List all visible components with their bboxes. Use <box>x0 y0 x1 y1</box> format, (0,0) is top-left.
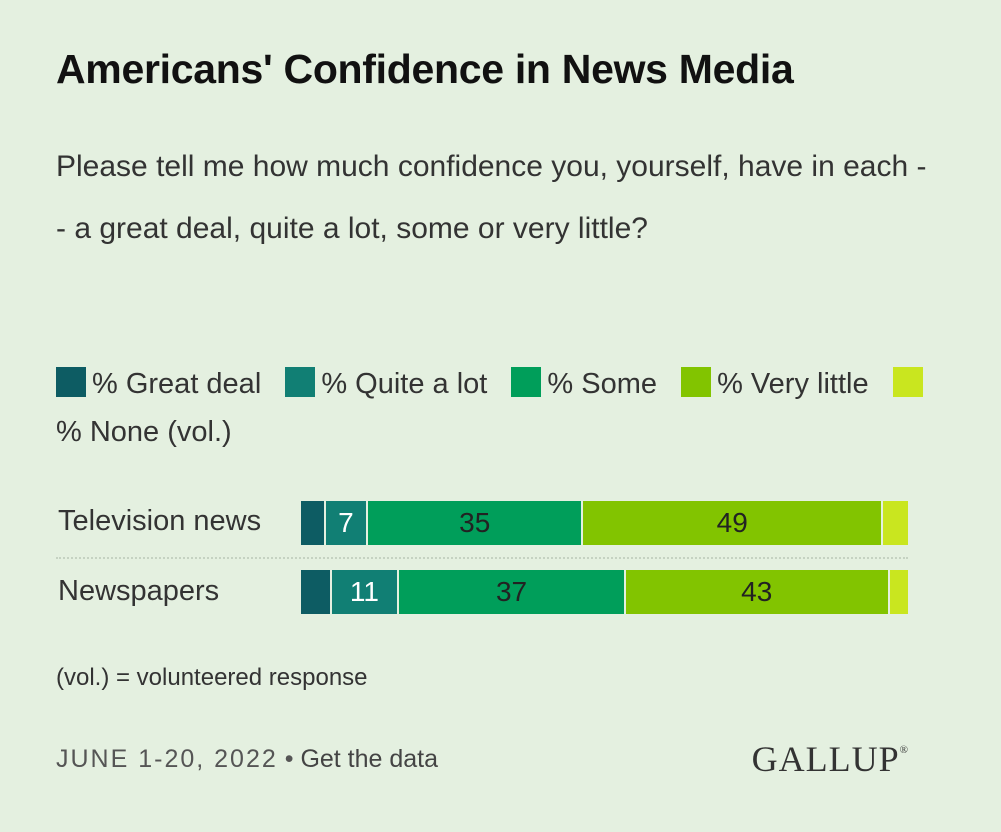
legend-swatch-2 <box>511 367 542 397</box>
bar-segment-0-2[interactable]: 35 <box>368 501 584 545</box>
legend-swatch-1 <box>285 367 316 397</box>
legend-item-4: % None (vol.) <box>56 367 929 448</box>
category-label-newspapers: Newspapers <box>58 575 220 607</box>
data-label-0-3: 49 <box>716 507 748 538</box>
legend-item-2: % Some <box>511 367 658 400</box>
chart-title: Americans' Confidence in News Media <box>56 46 794 92</box>
legend-swatch-0 <box>56 367 86 397</box>
chart-legend: % Great deal % Quite a lot % Some % Very… <box>56 360 936 456</box>
legend-label-0: % Great deal <box>92 368 262 400</box>
bar-segment-1-0[interactable] <box>301 570 332 614</box>
row-divider <box>56 557 908 559</box>
bar-segment-1-4[interactable] <box>889 570 908 614</box>
legend-swatch-4 <box>892 367 923 397</box>
legend-label-1: % Quite a lot <box>321 368 488 400</box>
legend-item-3: % Very little <box>681 367 869 400</box>
data-label-1-3: 43 <box>741 576 773 607</box>
footnote: (vol.) = volunteered response <box>56 664 368 691</box>
survey-date: JUNE 1-20, 2022 <box>56 745 278 773</box>
registered-mark: ® <box>899 744 909 756</box>
legend-label-3: % Very little <box>717 368 869 400</box>
data-label-0-1: 7 <box>338 507 354 538</box>
legend-label-4: % None (vol.) <box>56 416 232 448</box>
bar-segment-0-1[interactable]: 7 <box>325 501 369 545</box>
legend-item-0: % Great deal <box>56 367 262 400</box>
bar-segment-1-2[interactable]: 37 <box>399 570 626 614</box>
bar-television-news[interactable]: 7 35 49 <box>301 501 908 545</box>
category-label-television-news: Television news <box>58 505 262 537</box>
legend-item-1: % Quite a lot <box>285 367 488 400</box>
bar-segment-0-0[interactable] <box>301 501 326 545</box>
bar-segment-1-3[interactable]: 43 <box>625 570 890 614</box>
legend-label-2: % Some <box>547 368 658 400</box>
bar-segment-1-1[interactable]: 11 <box>331 570 400 614</box>
data-label-1-2: 37 <box>495 576 528 607</box>
bar-newspapers[interactable]: 11 37 43 <box>301 570 908 614</box>
bar-segment-0-3[interactable]: 49 <box>583 501 884 545</box>
footer: JUNE 1-20, 2022 • Get the data <box>56 745 438 774</box>
footer-separator: • <box>277 745 301 773</box>
bar-segment-0-4[interactable] <box>883 501 908 545</box>
brand-name: GALLUP <box>751 739 900 779</box>
get-data-link[interactable]: Get the data <box>300 745 439 773</box>
legend-swatch-3 <box>681 367 712 397</box>
data-label-0-2: 35 <box>459 507 491 538</box>
gallup-logo: GALLUP® <box>752 738 909 780</box>
chart-subtitle: Please tell me how much confidence you, … <box>56 150 927 245</box>
data-label-1-1: 11 <box>349 576 379 607</box>
